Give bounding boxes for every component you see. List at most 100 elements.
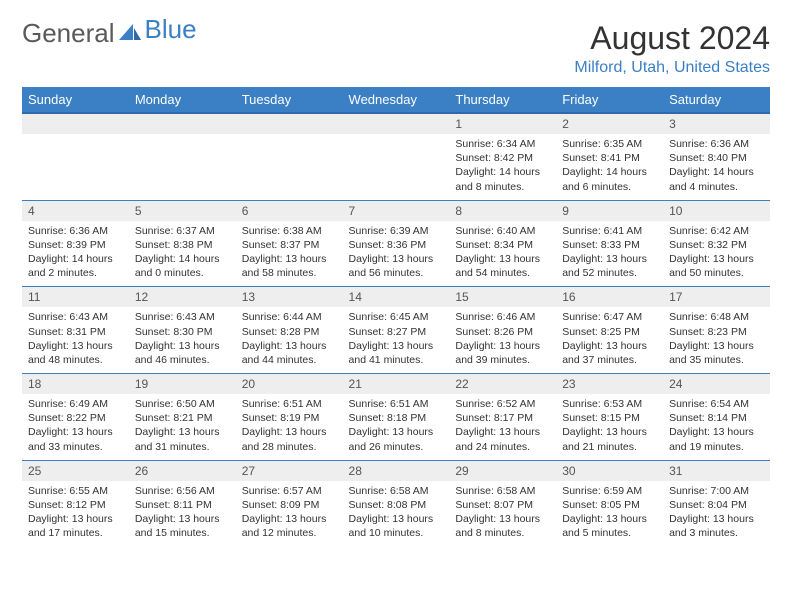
sunrise-text: Sunrise: 6:39 AM [349, 224, 444, 238]
daylight-text: Daylight: 13 hours and 52 minutes. [562, 252, 657, 280]
day-number: 11 [22, 287, 129, 307]
calendar-cell: 24Sunrise: 6:54 AMSunset: 8:14 PMDayligh… [663, 374, 770, 461]
day-number: 27 [236, 461, 343, 481]
sunset-text: Sunset: 8:32 PM [669, 238, 764, 252]
sunset-text: Sunset: 8:38 PM [135, 238, 230, 252]
calendar-row: 4Sunrise: 6:36 AMSunset: 8:39 PMDaylight… [22, 200, 770, 287]
cell-body: Sunrise: 6:54 AMSunset: 8:14 PMDaylight:… [663, 394, 770, 460]
sunrise-text: Sunrise: 6:47 AM [562, 310, 657, 324]
day-number: 17 [663, 287, 770, 307]
cell-body: Sunrise: 6:43 AMSunset: 8:30 PMDaylight:… [129, 307, 236, 373]
sunrise-text: Sunrise: 6:51 AM [349, 397, 444, 411]
day-header: Wednesday [343, 87, 450, 113]
sunset-text: Sunset: 8:31 PM [28, 325, 123, 339]
sunrise-text: Sunrise: 7:00 AM [669, 484, 764, 498]
title-block: August 2024 Milford, Utah, United States [574, 20, 770, 77]
cell-body: Sunrise: 6:36 AMSunset: 8:40 PMDaylight:… [663, 134, 770, 200]
calendar-cell: 21Sunrise: 6:51 AMSunset: 8:18 PMDayligh… [343, 374, 450, 461]
sunset-text: Sunset: 8:12 PM [28, 498, 123, 512]
calendar-cell: 10Sunrise: 6:42 AMSunset: 8:32 PMDayligh… [663, 200, 770, 287]
cell-body: Sunrise: 6:57 AMSunset: 8:09 PMDaylight:… [236, 481, 343, 547]
cell-body: Sunrise: 7:00 AMSunset: 8:04 PMDaylight:… [663, 481, 770, 547]
calendar-cell: 1Sunrise: 6:34 AMSunset: 8:42 PMDaylight… [449, 113, 556, 200]
daylight-text: Daylight: 13 hours and 31 minutes. [135, 425, 230, 453]
daylight-text: Daylight: 14 hours and 0 minutes. [135, 252, 230, 280]
day-number: 1 [449, 114, 556, 134]
calendar-cell: 20Sunrise: 6:51 AMSunset: 8:19 PMDayligh… [236, 374, 343, 461]
day-number: 25 [22, 461, 129, 481]
cell-body: Sunrise: 6:45 AMSunset: 8:27 PMDaylight:… [343, 307, 450, 373]
cell-body: Sunrise: 6:51 AMSunset: 8:18 PMDaylight:… [343, 394, 450, 460]
sunset-text: Sunset: 8:19 PM [242, 411, 337, 425]
day-number: 16 [556, 287, 663, 307]
calendar-cell: 6Sunrise: 6:38 AMSunset: 8:37 PMDaylight… [236, 200, 343, 287]
daylight-text: Daylight: 13 hours and 58 minutes. [242, 252, 337, 280]
daylight-text: Daylight: 13 hours and 37 minutes. [562, 339, 657, 367]
calendar-table: Sunday Monday Tuesday Wednesday Thursday… [22, 87, 770, 546]
daylight-text: Daylight: 13 hours and 39 minutes. [455, 339, 550, 367]
calendar-cell: 22Sunrise: 6:52 AMSunset: 8:17 PMDayligh… [449, 374, 556, 461]
day-number: 23 [556, 374, 663, 394]
sunrise-text: Sunrise: 6:56 AM [135, 484, 230, 498]
daylight-text: Daylight: 13 hours and 41 minutes. [349, 339, 444, 367]
day-header: Monday [129, 87, 236, 113]
day-number: 5 [129, 201, 236, 221]
sunrise-text: Sunrise: 6:35 AM [562, 137, 657, 151]
cell-body: Sunrise: 6:38 AMSunset: 8:37 PMDaylight:… [236, 221, 343, 287]
calendar-cell: 9Sunrise: 6:41 AMSunset: 8:33 PMDaylight… [556, 200, 663, 287]
cell-body [343, 134, 450, 182]
day-number: 8 [449, 201, 556, 221]
daylight-text: Daylight: 13 hours and 33 minutes. [28, 425, 123, 453]
sunrise-text: Sunrise: 6:49 AM [28, 397, 123, 411]
day-number: 6 [236, 201, 343, 221]
sunrise-text: Sunrise: 6:44 AM [242, 310, 337, 324]
sunset-text: Sunset: 8:04 PM [669, 498, 764, 512]
sunset-text: Sunset: 8:37 PM [242, 238, 337, 252]
sunrise-text: Sunrise: 6:42 AM [669, 224, 764, 238]
sunrise-text: Sunrise: 6:50 AM [135, 397, 230, 411]
cell-body [22, 134, 129, 182]
day-number: 24 [663, 374, 770, 394]
daylight-text: Daylight: 13 hours and 26 minutes. [349, 425, 444, 453]
sail-icon [119, 20, 141, 46]
cell-body [129, 134, 236, 182]
sunset-text: Sunset: 8:15 PM [562, 411, 657, 425]
daylight-text: Daylight: 14 hours and 4 minutes. [669, 165, 764, 193]
calendar-cell: 23Sunrise: 6:53 AMSunset: 8:15 PMDayligh… [556, 374, 663, 461]
calendar-cell [343, 113, 450, 200]
day-header: Thursday [449, 87, 556, 113]
cell-body: Sunrise: 6:34 AMSunset: 8:42 PMDaylight:… [449, 134, 556, 200]
day-number [129, 114, 236, 134]
sunrise-text: Sunrise: 6:55 AM [28, 484, 123, 498]
cell-body: Sunrise: 6:59 AMSunset: 8:05 PMDaylight:… [556, 481, 663, 547]
sunset-text: Sunset: 8:42 PM [455, 151, 550, 165]
sunset-text: Sunset: 8:28 PM [242, 325, 337, 339]
calendar-cell: 31Sunrise: 7:00 AMSunset: 8:04 PMDayligh… [663, 460, 770, 546]
sunset-text: Sunset: 8:33 PM [562, 238, 657, 252]
sunrise-text: Sunrise: 6:48 AM [669, 310, 764, 324]
day-number: 19 [129, 374, 236, 394]
day-number: 7 [343, 201, 450, 221]
daylight-text: Daylight: 13 hours and 56 minutes. [349, 252, 444, 280]
daylight-text: Daylight: 13 hours and 46 minutes. [135, 339, 230, 367]
day-number: 26 [129, 461, 236, 481]
sunset-text: Sunset: 8:21 PM [135, 411, 230, 425]
location: Milford, Utah, United States [574, 59, 770, 77]
daylight-text: Daylight: 13 hours and 54 minutes. [455, 252, 550, 280]
daylight-text: Daylight: 13 hours and 48 minutes. [28, 339, 123, 367]
cell-body: Sunrise: 6:55 AMSunset: 8:12 PMDaylight:… [22, 481, 129, 547]
daylight-text: Daylight: 13 hours and 8 minutes. [455, 512, 550, 540]
cell-body: Sunrise: 6:43 AMSunset: 8:31 PMDaylight:… [22, 307, 129, 373]
day-number [343, 114, 450, 134]
calendar-cell: 29Sunrise: 6:58 AMSunset: 8:07 PMDayligh… [449, 460, 556, 546]
calendar-cell: 19 Sunrise: 6:50 AMSunset: 8:21 PMDayligh… [129, 374, 236, 461]
calendar-cell: 4Sunrise: 6:36 AMSunset: 8:39 PMDaylight… [22, 200, 129, 287]
daylight-text: Daylight: 13 hours and 17 minutes. [28, 512, 123, 540]
calendar-cell: 18Sunrise: 6:49 AMSunset: 8:22 PMDayligh… [22, 374, 129, 461]
calendar-cell: 2Sunrise: 6:35 AMSunset: 8:41 PMDaylight… [556, 113, 663, 200]
cell-body: Sunrise: 6:36 AMSunset: 8:39 PMDaylight:… [22, 221, 129, 287]
cell-body: Sunrise: 6:49 AMSunset: 8:22 PMDaylight:… [22, 394, 129, 460]
calendar-cell: 27Sunrise: 6:57 AMSunset: 8:09 PMDayligh… [236, 460, 343, 546]
day-header: Sunday [22, 87, 129, 113]
logo-text-1: General [22, 20, 115, 46]
